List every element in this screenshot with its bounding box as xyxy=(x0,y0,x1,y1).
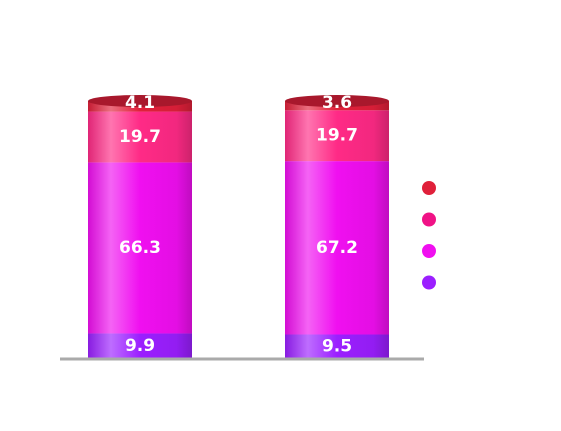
data-label: 3.6 xyxy=(322,93,352,113)
cylinder-top-cap xyxy=(88,95,192,107)
bar-segment xyxy=(88,162,192,334)
legend-marker xyxy=(422,244,436,258)
legend-marker xyxy=(422,212,436,227)
cylinder-top-cap xyxy=(285,95,389,107)
bar-segment xyxy=(285,161,389,335)
legend xyxy=(422,181,436,290)
legend-marker xyxy=(422,181,436,195)
legend-marker xyxy=(422,275,436,290)
bar-segment xyxy=(285,334,389,359)
bar-segment xyxy=(285,110,389,162)
data-label: 4.1 xyxy=(125,93,155,113)
data-label: 66.3 xyxy=(119,238,161,258)
data-label: 9.5 xyxy=(322,337,352,357)
data-label: 9.9 xyxy=(125,336,155,356)
bars-group xyxy=(88,95,389,359)
data-label: 19.7 xyxy=(119,127,161,147)
bar-segment xyxy=(88,333,192,359)
data-label: 67.2 xyxy=(316,238,358,258)
bar-segment xyxy=(88,111,192,163)
data-labels-group: 9.9 66.3 19.7 4.1 9.5 67.2 19.7 3.6 xyxy=(119,93,358,357)
data-label: 19.7 xyxy=(316,126,358,146)
